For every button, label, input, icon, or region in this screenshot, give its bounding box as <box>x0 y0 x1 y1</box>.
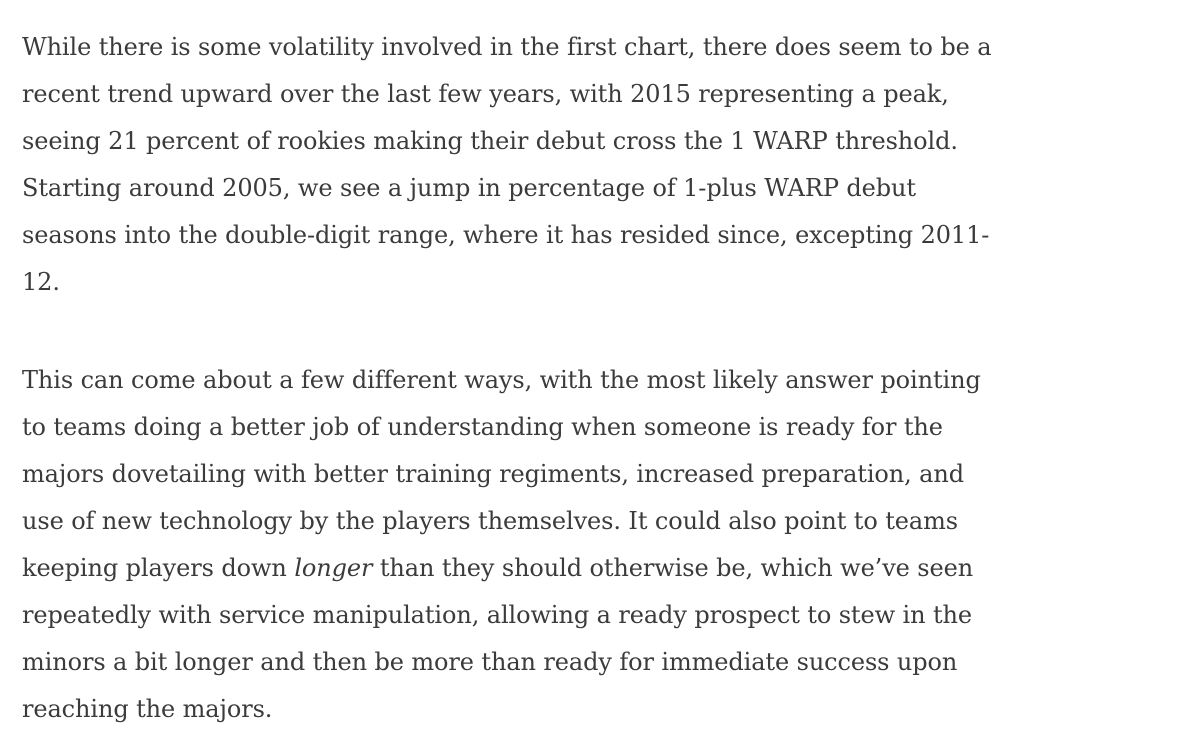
text-line: 12. <box>22 268 60 296</box>
text-line: seeing 21 percent of rookies making thei… <box>22 127 958 155</box>
text-run: than they should otherwise be, which we’… <box>372 554 974 582</box>
text-line: to teams doing a better job of understan… <box>22 413 943 441</box>
paragraph: While there is some volatility involved … <box>22 24 1200 306</box>
text-run: keeping players down <box>22 554 295 582</box>
emphasis: longer <box>294 554 373 582</box>
text-line: recent trend upward over the last few ye… <box>22 80 949 108</box>
text-line: reaching the majors. <box>22 695 273 723</box>
paragraph: This can come about a few different ways… <box>22 357 1200 733</box>
text-line: use of new technology by the players the… <box>22 507 958 535</box>
text-line: majors dovetailing with better training … <box>22 460 964 488</box>
text-line: repeatedly with service manipulation, al… <box>22 601 973 629</box>
text-line: keeping players down longer than they sh… <box>22 545 1200 592</box>
text-line: This can come about a few different ways… <box>22 366 981 394</box>
text-line: minors a bit longer and then be more tha… <box>22 648 958 676</box>
text-line: Starting around 2005, we see a jump in p… <box>22 174 916 202</box>
text-line: seasons into the double-digit range, whe… <box>22 221 990 249</box>
text-line: While there is some volatility involved … <box>22 33 992 61</box>
